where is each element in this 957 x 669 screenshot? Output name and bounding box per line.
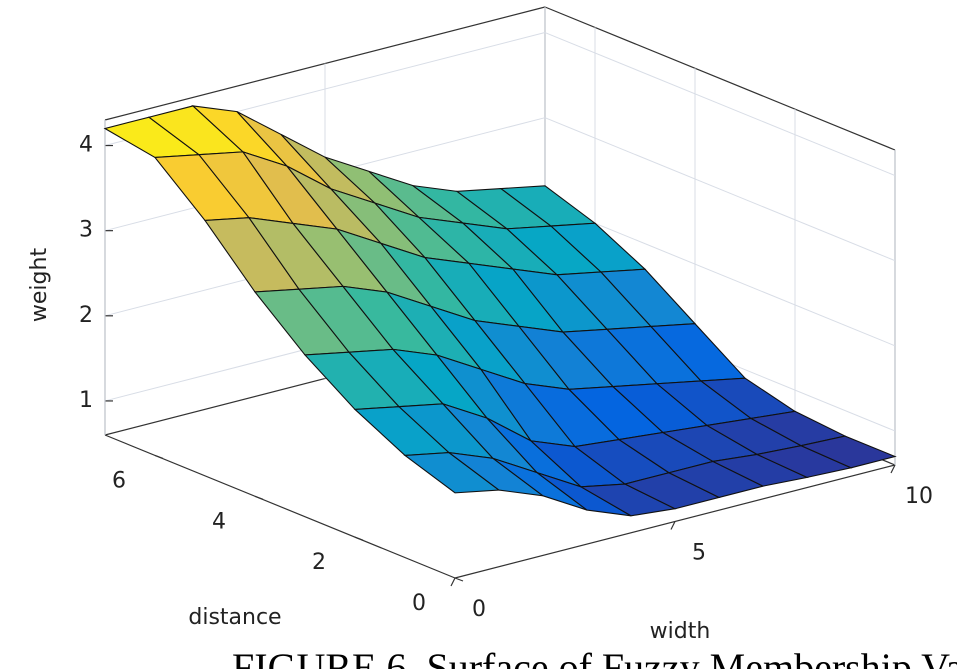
x-tick-label: 5	[692, 541, 706, 566]
tick-mark	[454, 577, 464, 582]
y-axis-label: distance	[188, 605, 281, 630]
caption: FIGURE 6. Surface of Fuzzy Membership Va…	[232, 645, 957, 669]
y-tick-label: 2	[312, 550, 326, 575]
z-tick-label: 2	[79, 303, 93, 328]
tick-mark	[154, 454, 164, 459]
tick-mark	[670, 521, 676, 530]
tick-mark	[450, 577, 456, 587]
grid-line	[544, 202, 896, 347]
z-tick-label: 1	[79, 388, 93, 413]
y-tick-label: 0	[412, 591, 426, 616]
surface-patch	[799, 435, 897, 469]
x-tick-label: 0	[472, 597, 486, 622]
axis-box-line	[104, 434, 456, 579]
z-tick-label: 4	[79, 133, 93, 158]
tick-mark	[354, 536, 364, 541]
tick-mark	[254, 495, 264, 500]
tick-mark	[890, 464, 896, 474]
y-tick-label: 4	[212, 509, 226, 534]
grid-line	[544, 117, 896, 262]
x-tick-label: 10	[905, 484, 933, 509]
y-tick-label: 6	[112, 468, 126, 493]
grid-line	[544, 32, 896, 177]
z-tick-label: 3	[79, 218, 93, 243]
axis-box-line	[544, 6, 896, 151]
x-axis-label: width	[650, 619, 711, 644]
z-axis-label: weight	[27, 248, 52, 323]
